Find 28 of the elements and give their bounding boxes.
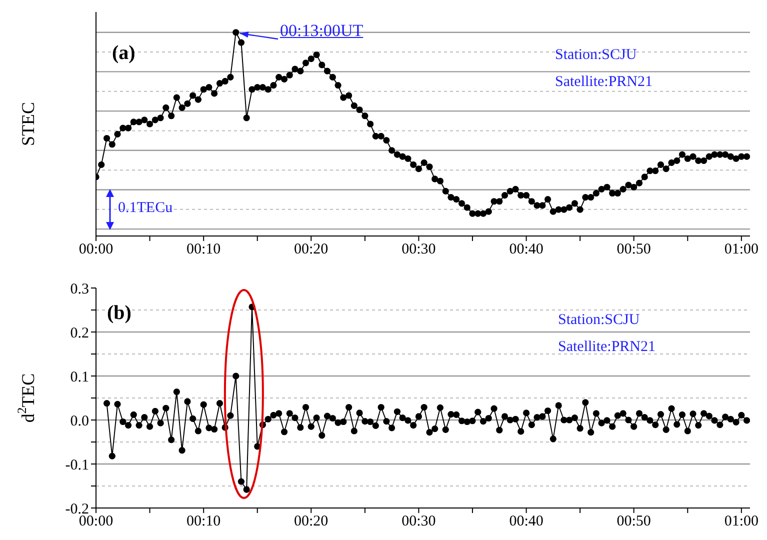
x-tick-label: 00:30	[402, 242, 436, 258]
annotation: Satellite:PRN21	[558, 339, 656, 356]
x-tick-label: 00:10	[186, 242, 221, 258]
y-tick-label: 0.3	[70, 281, 89, 298]
y-tick-label: 0.2	[70, 325, 89, 342]
x-tick-label: 00:50	[616, 242, 651, 258]
x-tick-label: 00:30	[402, 514, 436, 530]
x-tick-label: 00:50	[616, 514, 651, 530]
annotation: 00:13:00UT	[280, 21, 364, 41]
annotation: Satellite:PRN21	[555, 74, 652, 90]
annotation: 0.1TECu	[118, 200, 173, 216]
annotation: (b)	[107, 302, 132, 324]
annotation: (a)	[112, 42, 136, 64]
x-tick-label: 00:00	[78, 514, 114, 530]
y-tick-label: 0.0	[70, 413, 89, 430]
x-tick-label: 01:00	[724, 514, 758, 530]
x-tick-label: 01:00	[724, 242, 758, 258]
annotation: Station:SCJU	[558, 312, 640, 328]
x-tick-label: 00:00	[78, 242, 114, 258]
x-tick-label: 00:20	[294, 242, 328, 258]
y-tick-label: -0.1	[65, 457, 89, 474]
x-tick-label: 00:40	[509, 514, 544, 530]
y-tick-label: 0.1	[70, 369, 89, 386]
y-axis-title: STEC	[18, 102, 38, 146]
annotation: Station:SCJU	[555, 47, 637, 64]
x-tick-label: 00:20	[294, 514, 328, 530]
x-tick-label: 00:10	[186, 514, 221, 530]
x-tick-label: 00:40	[509, 242, 544, 258]
